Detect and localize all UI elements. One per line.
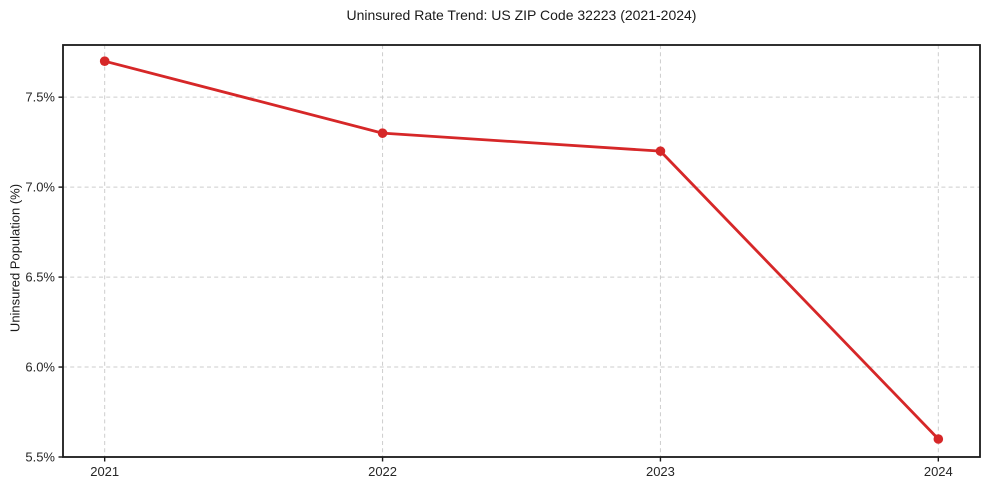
y-tick-label: 6.0% [25, 360, 55, 375]
x-tick-label: 2022 [368, 464, 397, 479]
data-point-marker [99, 56, 110, 66]
y-tick-label: 6.5% [25, 270, 55, 285]
plot-border [62, 44, 981, 458]
data-point-marker [655, 146, 666, 156]
y-tick-label: 7.0% [25, 180, 55, 195]
x-tick-label: 2024 [924, 464, 953, 479]
data-point-marker [377, 128, 388, 138]
trend-line [103, 59, 940, 441]
data-point-marker [933, 434, 944, 444]
x-tick-label: 2023 [646, 464, 675, 479]
y-tick-label: 5.5% [25, 450, 55, 465]
chart-title: Uninsured Rate Trend: US ZIP Code 32223 … [346, 7, 697, 23]
y-tick-label: 7.5% [25, 90, 55, 105]
x-tick-label: 2021 [90, 464, 119, 479]
